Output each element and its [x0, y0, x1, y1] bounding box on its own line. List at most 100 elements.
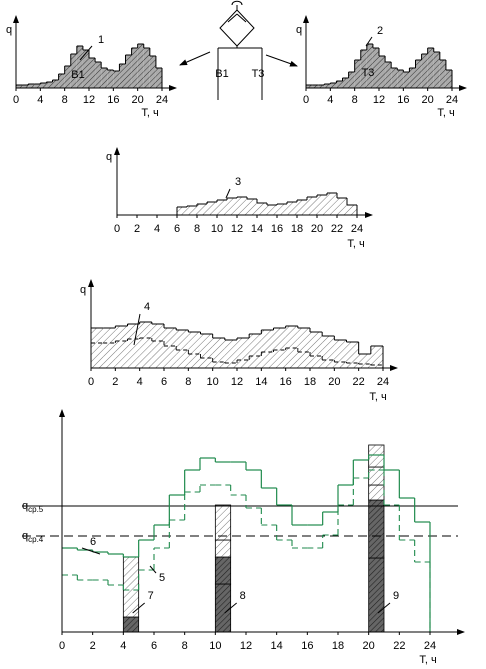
histogram-bar — [297, 200, 307, 215]
x-tick-label: 14 — [255, 376, 267, 388]
x-tick-label: 6 — [174, 223, 180, 235]
x-tick-label: 24 — [446, 94, 458, 106]
histogram-bar — [125, 55, 132, 88]
histogram-bar — [366, 44, 373, 88]
histogram-bar — [176, 330, 189, 368]
histogram-bar — [327, 193, 337, 215]
histogram-bar — [257, 203, 267, 215]
x-tick-label: 4 — [137, 376, 143, 388]
histogram-bar — [427, 48, 434, 88]
valve-label: T3 — [252, 68, 265, 80]
callout: 7 — [148, 590, 154, 602]
callout: 8 — [240, 590, 246, 602]
x-tick-label: 8 — [352, 94, 358, 106]
x-tick-label: 20 — [363, 640, 375, 652]
histogram-bar — [127, 324, 140, 368]
histogram-bar — [310, 332, 323, 368]
x-tick-label: 22 — [393, 640, 405, 652]
histogram-bar — [318, 85, 325, 88]
x-tick-label: 20 — [328, 376, 340, 388]
histogram-bar — [433, 52, 440, 88]
histogram-bar — [187, 206, 197, 215]
bar-segment — [122, 616, 140, 633]
histogram-bar — [46, 82, 53, 88]
x-tick-label: 16 — [301, 640, 313, 652]
histogram-bar — [324, 84, 331, 88]
histogram-bar — [370, 346, 383, 368]
histogram-bar — [22, 85, 29, 88]
histogram-bar — [379, 56, 386, 88]
callout: 5 — [159, 572, 165, 584]
callout: 6 — [90, 536, 96, 548]
reference-label-sub: ср.4 — [28, 535, 44, 544]
y-axis-label: q — [6, 24, 12, 36]
arrow — [265, 54, 298, 67]
bar-segment — [214, 539, 232, 558]
leader-line — [224, 602, 237, 614]
histogram-bar — [82, 50, 89, 88]
histogram-bar — [155, 68, 162, 88]
histogram-bar — [342, 78, 349, 88]
pipes — [217, 46, 263, 100]
histogram-bar — [207, 202, 217, 215]
x-tick-label: 0 — [59, 640, 65, 652]
histogram-bar — [91, 328, 104, 368]
histogram-bar — [177, 207, 187, 215]
x-axis-label: T, ч — [369, 391, 386, 403]
histogram-bar — [103, 328, 116, 368]
bar-segment — [214, 504, 232, 541]
histogram-bar — [107, 70, 114, 88]
valve-body — [219, 9, 255, 47]
bar-segment — [122, 556, 140, 618]
histogram-bar — [358, 354, 371, 368]
x-axis-label: T, ч — [141, 107, 158, 119]
histogram-bar — [227, 198, 237, 215]
leader-line — [149, 565, 157, 574]
x-tick-label: 20 — [132, 94, 144, 106]
histogram-bar — [249, 334, 262, 368]
histogram-bar — [261, 330, 274, 368]
leader-line — [133, 313, 141, 346]
histogram-bar — [76, 46, 83, 88]
histogram-bar — [52, 80, 59, 88]
histogram-bar — [70, 54, 77, 88]
x-tick-label: 22 — [331, 223, 343, 235]
histogram-bar — [217, 200, 227, 215]
valve-label: B1 — [215, 68, 228, 80]
x-tick-label: 6 — [161, 376, 167, 388]
x-tick-label: 18 — [304, 376, 316, 388]
x-tick-label: 8 — [185, 376, 191, 388]
reference-label: qср.5 — [22, 500, 44, 514]
y-axis-label: q — [106, 151, 112, 163]
callout: 1 — [98, 34, 104, 46]
histogram-bar — [16, 85, 23, 88]
histogram-bar — [197, 204, 207, 215]
reference-label-main: q — [22, 530, 28, 542]
histogram-bar — [330, 83, 337, 88]
histogram-bar — [445, 70, 452, 88]
histogram-bar — [312, 85, 319, 88]
x-tick-label: 0 — [114, 223, 120, 235]
arrow — [179, 51, 211, 66]
histogram-bar — [40, 83, 47, 88]
histogram-bar — [317, 195, 327, 215]
histogram-bar — [267, 205, 277, 215]
histogram-bar — [58, 74, 65, 88]
reference-label-main: q — [22, 500, 28, 512]
histogram-bar — [149, 56, 156, 88]
reference-label-sub: ср.5 — [28, 505, 44, 514]
histogram-bar — [34, 84, 41, 88]
x-tick-label: 0 — [303, 94, 309, 106]
reference-label: qср.4 — [22, 530, 44, 544]
histogram-bar — [297, 328, 310, 368]
x-axis-label: T, ч — [347, 238, 364, 250]
bar-segment — [214, 556, 232, 585]
callout: 4 — [144, 301, 150, 313]
histogram-bar — [347, 205, 357, 215]
histogram-bar — [385, 62, 392, 88]
x-tick-label: 0 — [88, 376, 94, 388]
x-tick-label: 14 — [251, 223, 263, 235]
series-label: B1 — [71, 69, 84, 81]
x-tick-label: 6 — [151, 640, 157, 652]
bar-segment — [214, 583, 232, 633]
